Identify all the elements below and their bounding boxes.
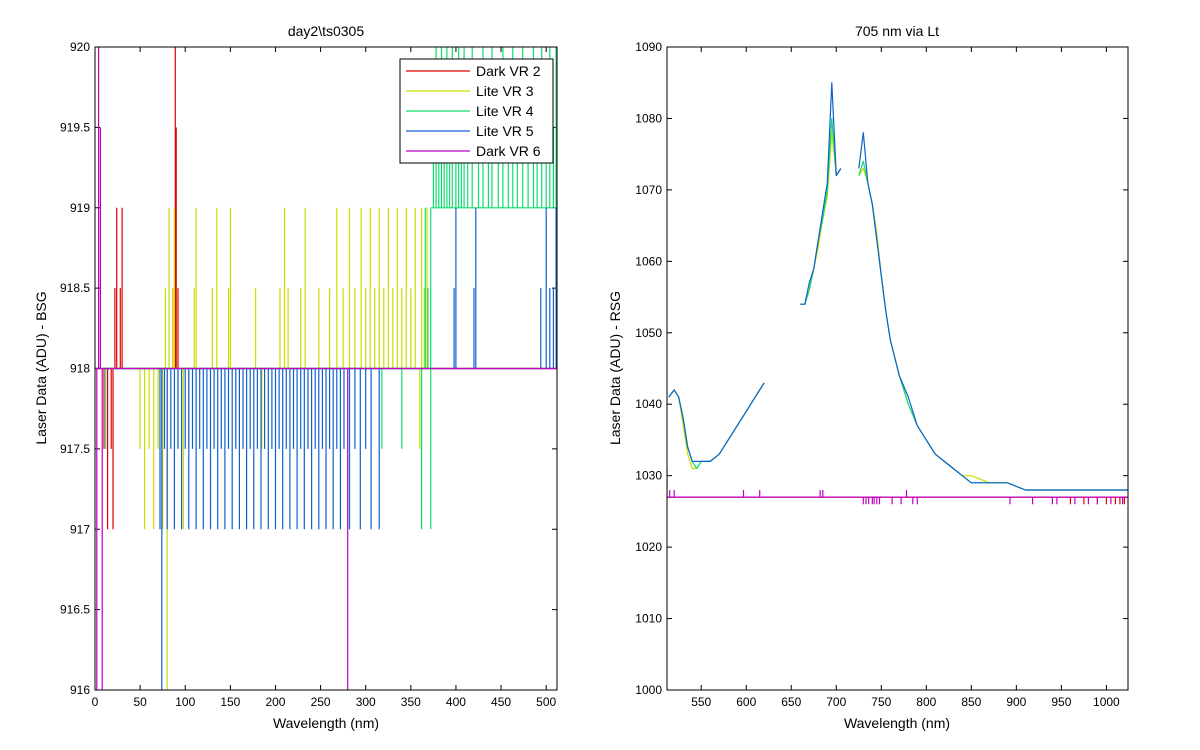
- chart-right: 705 nm via Lt 550 600 650 700 750 800 850 900 95…: [607, 23, 1129, 731]
- chart-right-ytick-label: 1070: [635, 183, 662, 197]
- chart-left-xtick-label: 100: [175, 695, 195, 709]
- legend-label-lite-vr-4: Lite VR 4: [476, 103, 534, 119]
- chart-left-plot: [95, 47, 557, 690]
- chart-left-legend: Dark VR 2 Lite VR 3 Lite VR 4 Lite VR 5 Dark…: [399, 58, 554, 164]
- chart-left-series-dark-vr-6: [95, 47, 557, 690]
- chart-right-xtick-label: 950: [1051, 695, 1071, 709]
- chart-left-xtick-label: 50: [133, 695, 147, 709]
- chart-left-ylabel: Laser Data (ADU) - BSG: [33, 291, 49, 444]
- chart-left-axes-box: [94, 46, 558, 691]
- chart-right-title: 705 nm via Lt: [855, 23, 939, 39]
- chart-left-ytick-label: 919.5: [60, 120, 90, 134]
- chart-left-xtick-label: 150: [220, 695, 240, 709]
- chart-right-ylabel: Laser Data (ADU) - RSG: [607, 291, 623, 445]
- chart-right-ytick-label: 1010: [635, 612, 662, 626]
- chart-right-ytick-label: 1040: [635, 397, 662, 411]
- chart-right-ytick-label: 1000: [635, 683, 662, 697]
- chart-right-xtick-label: 900: [1006, 695, 1026, 709]
- chart-left-ytick-label: 916.5: [60, 603, 90, 617]
- chart-right-ytick-label: 1020: [635, 540, 662, 554]
- legend-label-lite-vr-3: Lite VR 3: [476, 83, 534, 99]
- chart-left-title: day2\ts0305: [288, 23, 364, 39]
- chart-right-plot: [667, 82, 1128, 505]
- chart-right-ytick-label: 1060: [635, 254, 662, 268]
- chart-right-xtick-label: 550: [691, 695, 711, 709]
- chart-right-ytick-label: 1090: [635, 40, 662, 54]
- chart-right-ticks: 550 600 650 700 750 800 850 900 950 1000 1000 1010 1…: [635, 40, 1128, 709]
- chart-left-xtick-label: 200: [265, 695, 285, 709]
- chart-left: day2\ts0305 0 50 100 150 200 250 300 350 400 450 5…: [33, 23, 558, 731]
- chart-left-xtick-label: 350: [401, 695, 421, 709]
- chart-left-ytick-label: 916: [70, 683, 90, 697]
- legend-label-dark-vr-2: Dark VR 2: [476, 63, 541, 79]
- chart-left-ytick-label: 918: [70, 362, 90, 376]
- chart-right-ytick-label: 1050: [635, 326, 662, 340]
- chart-right-xtick-label: 850: [961, 695, 981, 709]
- chart-left-xtick-label: 500: [536, 695, 556, 709]
- chart-right-axes-box: [666, 46, 1129, 691]
- chart-right-ytick-label: 1080: [635, 111, 662, 125]
- chart-left-xtick-label: 450: [491, 695, 511, 709]
- chart-left-xtick-label: 400: [446, 695, 466, 709]
- chart-left-ytick-label: 917.5: [60, 442, 90, 456]
- legend-label-dark-vr-6: Dark VR 6: [476, 143, 541, 159]
- chart-right-xtick-label: 600: [736, 695, 756, 709]
- chart-left-xtick-label: 0: [92, 695, 99, 709]
- chart-left-xtick-label: 300: [356, 695, 376, 709]
- chart-left-ytick-label: 919: [70, 201, 90, 215]
- chart-left-ytick-label: 918.5: [60, 281, 90, 295]
- chart-right-xtick-label: 800: [916, 695, 936, 709]
- chart-right-series-dark-vr-6: [667, 490, 1128, 505]
- chart-left-ytick-label: 917: [70, 522, 90, 536]
- chart-right-xlabel: Wavelength (nm): [844, 715, 950, 731]
- legend-label-lite-vr-5: Lite VR 5: [476, 123, 534, 139]
- chart-left-xlabel: Wavelength (nm): [273, 715, 379, 731]
- chart-left-ticks: 0 50 100 150 200 250 300 350 400 450 500 916 916.5 91…: [60, 40, 557, 709]
- chart-right-xtick-label: 650: [781, 695, 801, 709]
- chart-left-xtick-label: 250: [311, 695, 331, 709]
- chart-right-ytick-label: 1030: [635, 469, 662, 483]
- chart-right-series-lite-vr-5: [668, 82, 1128, 491]
- chart-right-xtick-label: 700: [826, 695, 846, 709]
- chart-right-xtick-label: 750: [871, 695, 891, 709]
- chart-left-ytick-label: 920: [70, 40, 90, 54]
- chart-right-xtick-label: 1000: [1093, 695, 1120, 709]
